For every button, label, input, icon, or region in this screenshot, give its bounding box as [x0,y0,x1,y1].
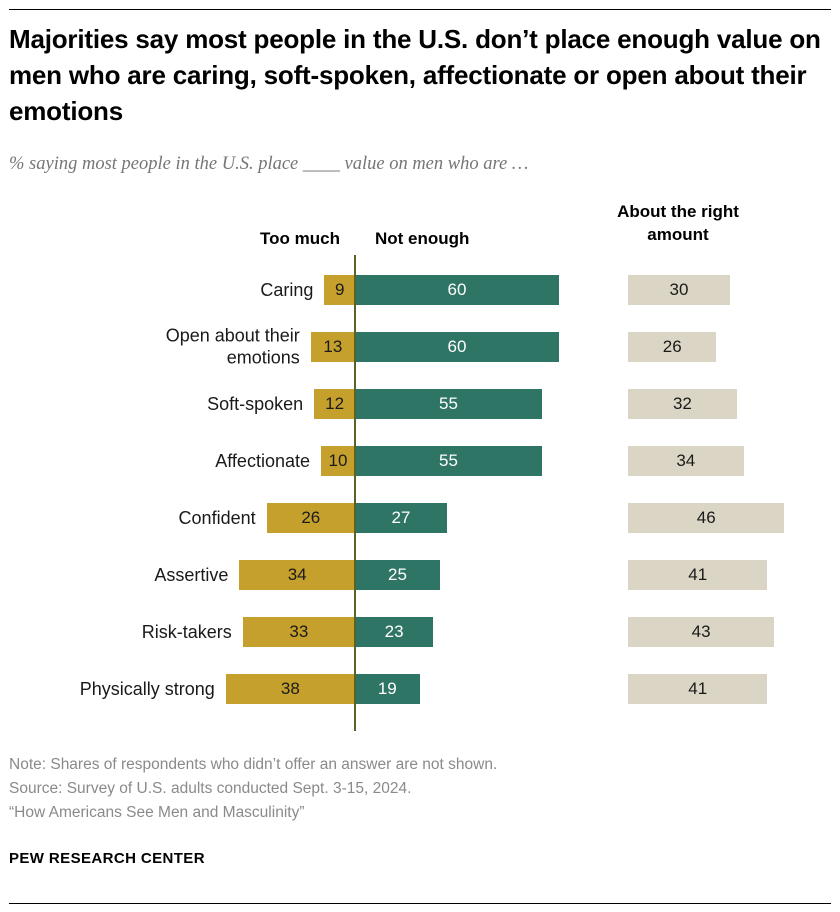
chart-row: Open about their emotions 13 60 26 [0,325,840,368]
category-label: Affectionate [215,450,310,471]
bar-value-label: 25 [388,564,407,584]
bar-value-label: 34 [287,564,307,584]
bar-right-amount: 46 [628,502,785,533]
bar-value-label: 13 [323,336,343,356]
page-title: Majorities say most people in the U.S. d… [9,24,821,126]
bar-value-label: 33 [289,621,309,641]
chart-notes: Note: Shares of respondents who didn’t o… [9,753,831,825]
chart-row: Soft-spoken 12 55 32 [0,388,840,419]
chart-row: Assertive 34 25 41 [0,559,840,590]
bar-value-label: 34 [676,450,696,470]
category-label: Soft-spoken [207,393,304,414]
bar-right-amount: 41 [628,673,768,704]
category-label: Physically strong [79,678,215,699]
bar-value-label: 19 [377,678,397,698]
bar-not-enough: 23 [355,616,434,647]
chart-subtitle: % saying most people in the U.S. place _… [9,153,529,174]
bar-value-label: 26 [662,336,682,356]
column-header-right-amount: About the right amount [617,201,739,244]
bar-not-enough: 19 [355,673,420,704]
category-label: Caring [260,279,314,300]
chart-row: Physically strong 38 19 41 [0,673,840,704]
bar-right-amount: 34 [628,445,744,476]
bar-not-enough: 55 [355,388,542,419]
bar-value-label: 60 [447,336,467,356]
chart-row: Confident 26 27 46 [0,502,840,533]
column-header-too-much: Too much [260,228,340,248]
bar-right-amount: 32 [628,388,737,419]
bar-not-enough: 25 [355,559,440,590]
bar-value-label: 23 [384,621,404,641]
source-line: Source: Survey of U.S. adults conducted … [9,779,412,797]
bar-value-label: 30 [669,279,689,299]
bar-not-enough: 60 [355,274,559,305]
bar-too-much: 38 [225,673,355,704]
bar-value-label: 55 [439,450,458,470]
zero-axis-line [354,254,356,731]
bar-too-much: 13 [310,331,355,362]
bar-value-label: 12 [325,393,345,413]
bar-too-much: 26 [266,502,355,533]
bar-too-much: 34 [239,559,355,590]
category-label: Risk-takers [141,621,232,642]
bar-value-label: 38 [280,678,300,698]
category-label: Open about their emotions [165,325,300,368]
bar-value-label: 32 [672,393,692,413]
bar-value-label: 26 [301,507,321,527]
bar-right-amount: 41 [628,559,768,590]
bar-right-amount: 43 [628,616,775,647]
bar-value-label: 60 [447,279,467,299]
bar-value-label: 10 [328,450,348,470]
bar-not-enough: 55 [355,445,542,476]
diverging-bar-chart: Too much Not enough About the right amou… [0,189,840,737]
category-label: Assertive [154,564,229,585]
bar-too-much: 33 [242,616,355,647]
category-label: Confident [178,507,256,528]
bar-right-amount: 26 [628,331,717,362]
column-header-not-enough: Not enough [375,228,470,248]
bar-value-label: 41 [688,564,708,584]
chart-row: Caring 9 60 30 [0,274,840,305]
bar-right-amount: 30 [628,274,730,305]
bar-too-much: 10 [321,445,355,476]
chart-row: Affectionate 10 55 34 [0,445,840,476]
bar-not-enough: 27 [355,502,447,533]
bar-value-label: 41 [688,678,708,698]
bar-value-label: 27 [391,507,411,527]
pew-research-center-logo-text: PEW RESEARCH CENTER [9,849,205,867]
bar-too-much: 9 [324,274,355,305]
bar-value-label: 55 [439,393,458,413]
bottom-divider [9,903,831,904]
top-divider [9,9,831,10]
chart-row: Risk-takers 33 23 43 [0,616,840,647]
bar-value-label: 9 [334,279,345,299]
bar-value-label: 43 [691,621,711,641]
bar-value-label: 46 [696,507,716,527]
bar-too-much: 12 [314,388,355,419]
note-line: Note: Shares of respondents who didn’t o… [9,755,498,773]
bar-not-enough: 60 [355,331,559,362]
report-title-line: “How Americans See Men and Masculinity” [9,803,305,821]
